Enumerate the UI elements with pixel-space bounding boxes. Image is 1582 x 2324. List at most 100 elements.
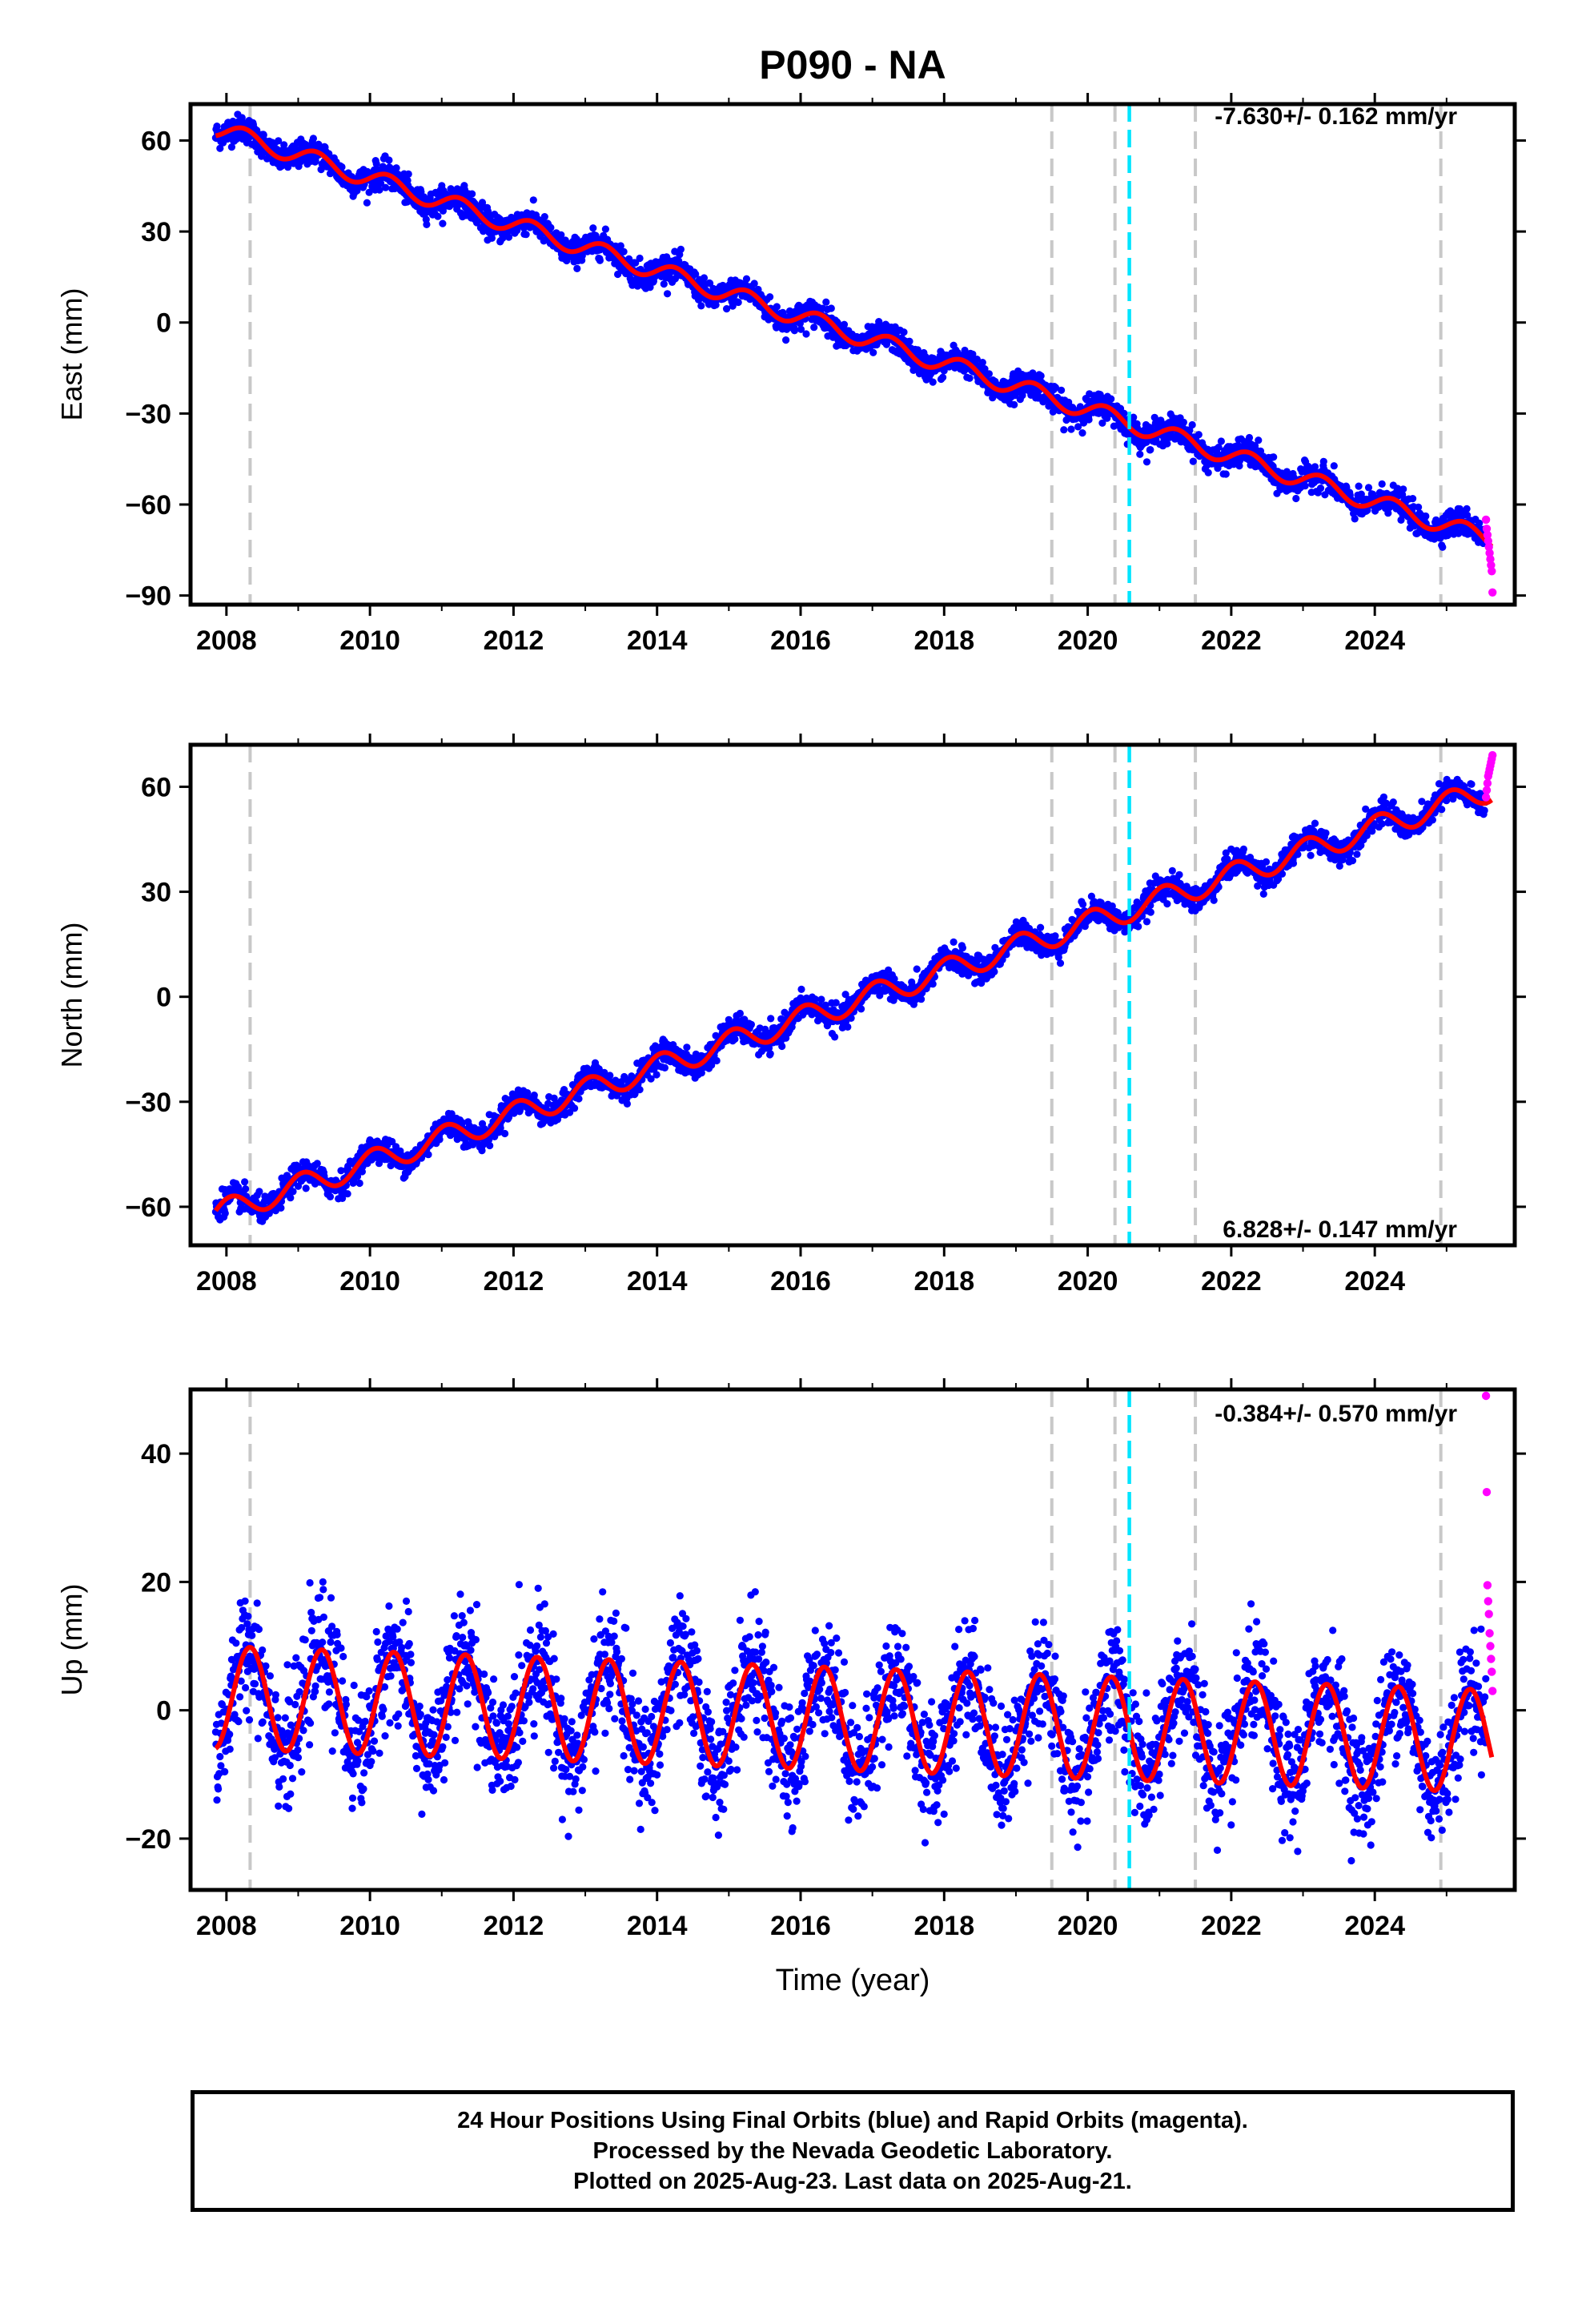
final-orbit-point xyxy=(439,219,447,227)
final-orbit-point xyxy=(382,183,390,191)
final-orbit-point xyxy=(929,980,937,988)
final-orbit-point xyxy=(661,1063,669,1072)
y-tick-label: 0 xyxy=(156,308,171,339)
final-orbit-point xyxy=(1355,482,1363,490)
final-orbit-point xyxy=(620,247,628,255)
rapid-orbit-point xyxy=(1481,515,1491,525)
final-orbit-point xyxy=(1311,463,1319,471)
final-orbit-point xyxy=(1018,392,1026,400)
final-orbit-point xyxy=(448,1110,456,1118)
final-orbit-point xyxy=(573,264,581,272)
final-orbit-point xyxy=(766,1050,774,1058)
final-orbit-point xyxy=(847,1014,855,1022)
final-orbit-point xyxy=(571,1104,579,1112)
final-orbit-point xyxy=(486,1141,494,1150)
final-orbit-point xyxy=(375,186,383,194)
final-orbit-point xyxy=(950,938,958,946)
final-orbit-point xyxy=(869,348,877,356)
final-orbit-point xyxy=(213,123,221,131)
rapid-orbit-point xyxy=(1485,549,1494,557)
final-orbit-point xyxy=(876,991,884,999)
final-orbit-point xyxy=(939,373,947,381)
final-orbit-point xyxy=(778,1042,786,1051)
final-orbit-point xyxy=(969,350,977,358)
final-orbit-point xyxy=(1330,462,1338,470)
final-orbit-point xyxy=(1245,433,1254,442)
final-orbit-point xyxy=(773,303,781,311)
final-orbit-point xyxy=(636,1086,644,1094)
x-tick-label: 2018 xyxy=(913,625,974,656)
final-orbit-point xyxy=(1215,444,1223,452)
final-orbit-point xyxy=(385,156,393,164)
final-orbit-point xyxy=(338,163,346,171)
final-orbit-point xyxy=(255,1188,263,1196)
final-orbit-point xyxy=(929,378,937,386)
final-orbit-point xyxy=(1136,450,1144,458)
final-orbit-point xyxy=(572,235,580,243)
final-orbit-point xyxy=(1010,400,1018,408)
final-orbit-point xyxy=(797,325,805,333)
final-orbit-point xyxy=(978,359,986,367)
final-orbit-points xyxy=(211,111,1490,551)
final-orbit-point xyxy=(647,1075,655,1083)
final-orbit-point xyxy=(683,1043,691,1051)
y-tick-label: −60 xyxy=(125,490,171,521)
final-orbit-point xyxy=(478,1147,486,1155)
rapid-orbit-points xyxy=(1481,515,1497,597)
final-orbit-point xyxy=(557,231,565,239)
final-orbit-point xyxy=(365,188,373,196)
final-orbit-point xyxy=(766,293,774,301)
final-orbit-point xyxy=(1217,437,1225,445)
final-orbit-point xyxy=(1399,485,1407,493)
final-orbit-point xyxy=(797,985,805,993)
final-orbit-point xyxy=(566,1108,574,1116)
plot-area xyxy=(211,745,1497,1245)
final-orbit-point xyxy=(1235,462,1243,470)
x-tick-label: 2016 xyxy=(770,625,831,656)
final-orbit-point xyxy=(575,1095,583,1103)
final-orbit-point xyxy=(747,1020,756,1028)
final-orbit-point xyxy=(840,320,849,328)
final-orbit-point xyxy=(706,279,714,287)
final-orbit-point xyxy=(822,298,830,306)
final-orbit-point xyxy=(434,212,442,220)
y-axis-label: East (mm) xyxy=(55,288,88,421)
rapid-orbit-point xyxy=(1488,567,1496,576)
final-orbit-point xyxy=(424,1151,432,1159)
final-orbit-point xyxy=(1351,515,1359,523)
final-orbit-point xyxy=(423,220,431,228)
y-tick-label: 30 xyxy=(141,217,171,247)
y-tick-label: −30 xyxy=(125,399,171,429)
final-orbit-point xyxy=(530,1092,538,1100)
final-orbit-point xyxy=(522,231,530,239)
final-orbit-point xyxy=(1120,409,1128,417)
final-orbit-point xyxy=(1476,519,1484,528)
final-orbit-point xyxy=(713,1056,721,1065)
final-orbit-point xyxy=(309,135,317,143)
final-orbit-point xyxy=(241,1178,249,1186)
x-tick-label: 2008 xyxy=(196,625,257,656)
final-orbit-point xyxy=(734,298,742,307)
final-orbit-point xyxy=(905,337,913,345)
final-orbit-point xyxy=(841,991,849,999)
final-orbit-point xyxy=(677,245,685,253)
final-orbit-point xyxy=(216,144,224,152)
final-orbit-point xyxy=(1037,923,1045,931)
final-orbit-point xyxy=(811,995,819,1003)
final-orbit-point xyxy=(900,328,908,336)
final-orbit-point xyxy=(750,279,758,287)
final-orbit-point xyxy=(660,280,668,288)
final-orbit-point xyxy=(1422,512,1430,521)
final-orbit-point xyxy=(790,327,799,335)
final-orbit-point xyxy=(339,1194,347,1202)
final-orbit-point xyxy=(496,1124,504,1132)
final-orbit-point xyxy=(459,1119,467,1127)
final-orbit-point xyxy=(725,1015,733,1023)
final-orbit-point xyxy=(652,1071,661,1079)
final-orbit-point xyxy=(1399,491,1407,499)
final-orbit-point xyxy=(501,1129,509,1138)
final-orbit-point xyxy=(1415,503,1423,511)
